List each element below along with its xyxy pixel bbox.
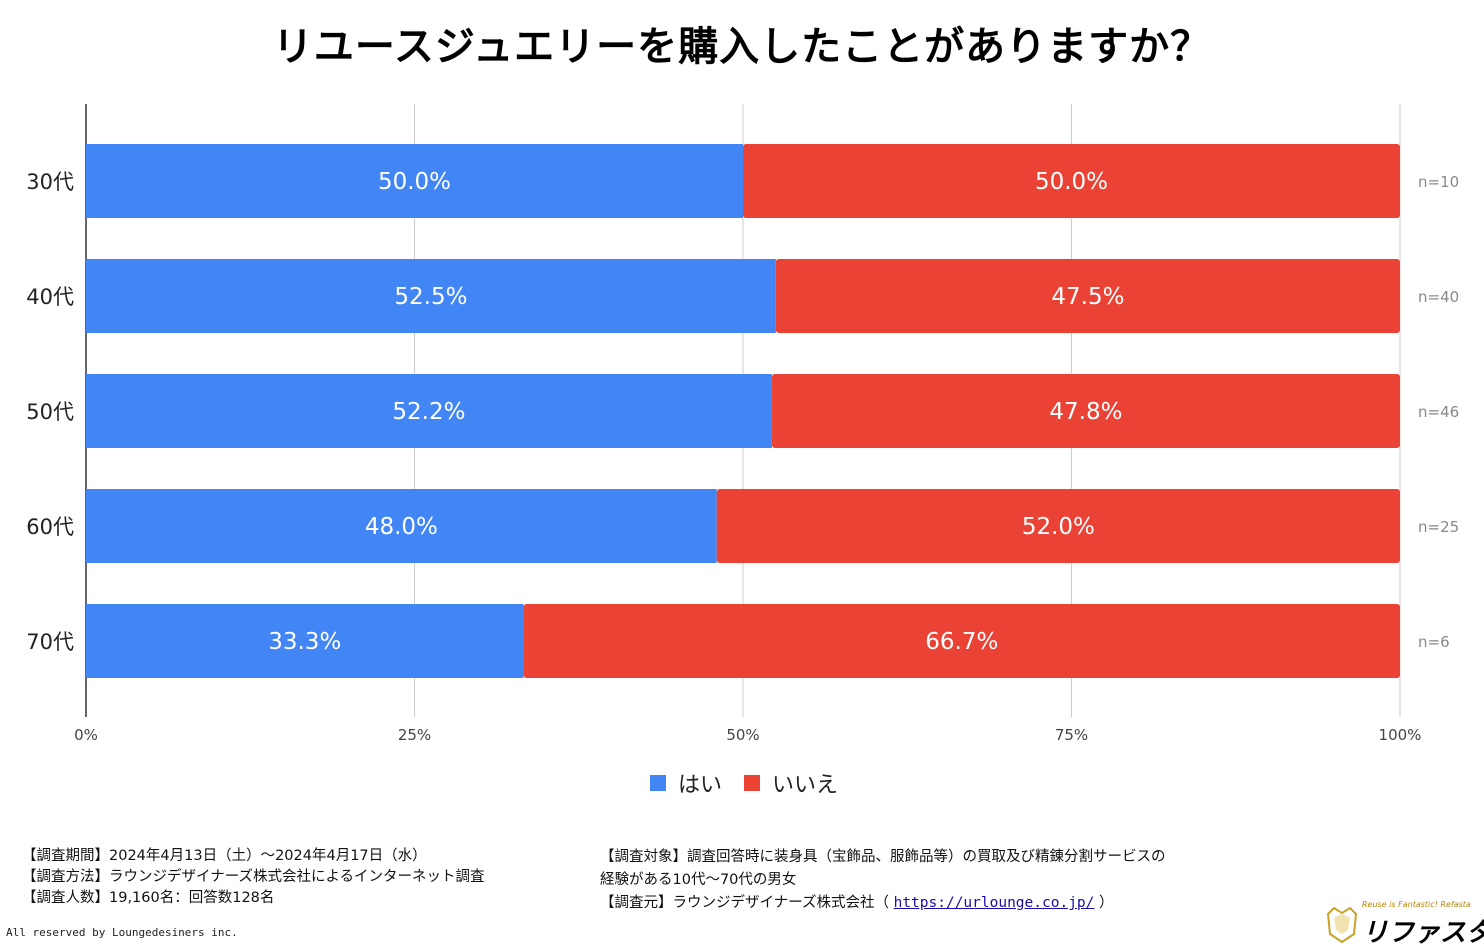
chart-title: リユースジュエリーを購入したことがありますか？	[272, 24, 1212, 70]
sample-size-label: n=10	[1418, 173, 1459, 191]
survey-info-right: 【調査対象】調査回答時に装身具（宝飾品、服飾品等）の買取及び精錬分割サービスの …	[600, 846, 1166, 915]
legend-swatch-yes	[650, 775, 666, 791]
survey-source-suffix: ）	[1099, 895, 1114, 911]
x-tick-label: 100%	[1379, 726, 1422, 744]
category-label: 60代	[26, 515, 74, 539]
legend-swatch-no	[744, 775, 761, 791]
sample-size-label: n=46	[1418, 403, 1459, 421]
bar-segment	[771, 374, 1400, 448]
bar-segment	[86, 374, 772, 448]
crown-crest-icon	[1326, 906, 1358, 944]
data-label: 33.3%	[268, 629, 341, 655]
logo-brand: リファスタ	[1362, 918, 1484, 948]
stacked-bar-chart: 0% 25% 50% 75% 100% 30代 50.0% 50.0% n=10 40代 52.5%…	[26, 104, 1459, 744]
data-label: 52.5%	[394, 284, 467, 310]
legend-label-yes: はい	[678, 773, 723, 798]
sample-size-label: n=25	[1418, 518, 1459, 536]
bar-segment	[86, 144, 743, 218]
bar-segment	[86, 604, 524, 678]
survey-source: 【調査元】ラウンジデザイナーズ株式会社（ https://urlounge.co…	[600, 892, 1166, 915]
chart-legend: はい いいえ	[650, 768, 838, 798]
data-label: 47.5%	[1051, 284, 1124, 310]
survey-source-prefix: 【調査元】ラウンジデザイナーズ株式会社（	[600, 895, 889, 911]
category-label: 30代	[26, 170, 74, 194]
sample-size-label: n=40	[1418, 288, 1459, 306]
refasta-logo: Reuse is Fantastic! Refasta リファスタ	[1322, 900, 1484, 948]
category-label: 40代	[26, 285, 74, 309]
x-tick-label: 75%	[1055, 726, 1088, 744]
bar-segment	[716, 489, 1400, 563]
logo-tagline: Reuse is Fantastic! Refasta	[1362, 900, 1471, 909]
data-label: 50.0%	[378, 169, 451, 195]
data-label: 66.7%	[925, 629, 998, 655]
x-tick-label: 50%	[726, 726, 759, 744]
survey-method: 【調査方法】ラウンジデザイナーズ株式会社によるインターネット調査	[22, 869, 485, 885]
category-label: 50代	[26, 400, 74, 424]
bar-segment	[86, 489, 717, 563]
survey-period: 【調査期間】2024年4月13日（土）～2024年4月17日（水）	[22, 848, 427, 864]
x-tick-label: 25%	[398, 726, 431, 744]
source-link[interactable]: https://urlounge.co.jp/	[893, 895, 1095, 911]
data-label: 50.0%	[1035, 169, 1108, 195]
data-label: 52.2%	[392, 399, 465, 425]
data-label: 47.8%	[1049, 399, 1122, 425]
survey-target-line1: 【調査対象】調査回答時に装身具（宝飾品、服飾品等）の買取及び精錬分割サービスの	[600, 849, 1166, 865]
legend-label-no: いいえ	[772, 773, 839, 798]
sample-size-label: n=6	[1418, 633, 1450, 651]
bar-segment	[743, 144, 1400, 218]
x-tick-label: 0%	[74, 726, 98, 744]
survey-target-line2: 経験がある10代～70代の男女	[600, 872, 797, 888]
survey-respondents: 【調査人数】19,160名：回答数128名	[22, 890, 275, 906]
bar-segment	[775, 259, 1400, 333]
data-label: 48.0%	[365, 514, 438, 540]
data-label: 52.0%	[1022, 514, 1095, 540]
category-label: 70代	[26, 630, 74, 654]
bar-segment	[523, 604, 1400, 678]
bar-segment	[86, 259, 776, 333]
legend-item-yes: はい	[650, 767, 722, 799]
survey-info-left: 【調査期間】2024年4月13日（土）～2024年4月17日（水） 【調査方法】…	[22, 846, 485, 909]
legend-item-no: いいえ	[744, 767, 838, 799]
copyright-text: All reserved by Loungedesiners inc.	[6, 926, 238, 939]
